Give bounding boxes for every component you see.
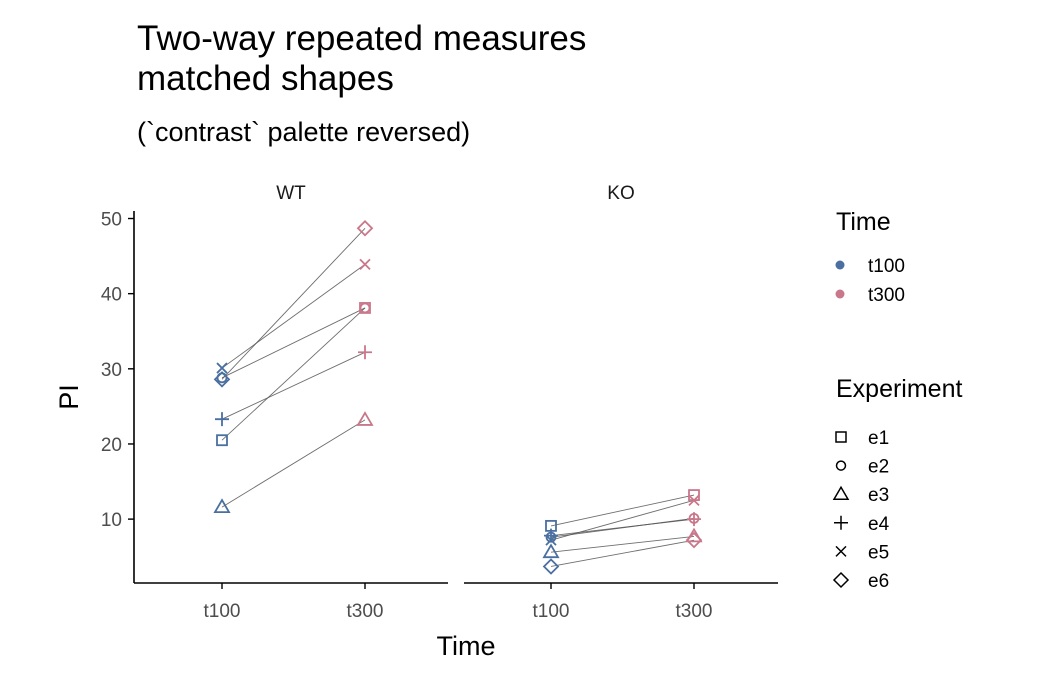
point-wt-e1-t100 [216,434,228,447]
legend-key-experiment-e2 [835,460,847,471]
legend-key-time-t100 [835,260,845,270]
y-axis: 10 20 30 40 50 [101,210,135,583]
point-wt-e6-t100 [213,371,231,388]
legend-label-experiment-e1: e1 [868,428,889,449]
x-tick-label-ko-t100: t100 [533,601,570,622]
legend-key-experiment-e6 [832,571,850,589]
connector-line-ko-e3 [550,535,695,553]
connector-line-wt-e5 [221,263,366,369]
y-tick-label-40: 40 [101,285,122,306]
legend-key-experiment-e5 [835,545,847,557]
legend-key-experiment-e3 [832,485,850,500]
legend-label-experiment-e6: e6 [868,571,889,592]
point-wt-e4-t100 [215,412,229,427]
y-tick-label-20: 20 [101,435,122,456]
point-wt-e6-t300 [356,220,374,237]
point-ko-e4-t300 [687,512,701,527]
panels-layer: t100 t300 t100 t300 [134,220,778,622]
x-tick-label-wt-t300: t300 [347,601,384,622]
y-axis-title: PI [54,384,84,410]
connector-line-wt-e4 [221,351,366,420]
connector-line-ko-e4 [550,518,695,537]
y-tick-label-50: 50 [101,210,122,231]
legend: Time Experiment t100 t300 e1 e2 e3 e4 e5 e6 [832,208,962,592]
connector-line-wt-e3 [221,419,366,508]
legend-key-experiment-e1 [835,431,847,443]
point-wt-e4-t300 [358,345,372,360]
connector-line-wt-e2 [221,307,366,379]
y-tick-label-10: 10 [101,510,122,531]
x-tick-label-ko-t300: t300 [676,601,713,622]
connector-line-wt-e6 [221,227,366,380]
panel-ko: t100 t300 [464,489,778,622]
point-ko-e6-t100 [542,558,560,575]
legend-label-experiment-e2: e2 [868,457,889,478]
point-wt-e3-t300 [356,411,374,426]
x-tick-label-wt-t100: t100 [204,601,241,622]
point-wt-e5-t300 [359,258,371,270]
legend-label-experiment-e3: e3 [868,485,889,506]
chart-title-line2: matched shapes [137,59,394,98]
point-wt-e5-t100 [216,362,228,374]
panel-wt: t100 t300 [134,220,448,622]
point-ko-e3-t100 [542,543,560,559]
chart-subtitle: (`contrast` palette reversed) [137,117,470,147]
legend-label-experiment-e5: e5 [868,542,889,563]
y-tick-label-30: 30 [101,360,122,381]
legend-key-time-t300 [835,289,845,299]
legend-title-time: Time [836,208,891,236]
x-axis-title: Time [437,631,496,661]
point-wt-e3-t100 [213,498,231,513]
connector-line-ko-e6 [550,539,695,567]
point-wt-e2-t300 [359,302,371,314]
legend-title-experiment: Experiment [836,375,962,403]
point-ko-e5-t300 [688,494,700,506]
panel-strip-ko: KO [607,183,634,204]
connector-line-ko-e1 [550,494,695,527]
connector-line-ko-e5 [550,499,695,541]
point-ko-e5-t100 [545,534,557,546]
legend-key-experiment-e4 [834,515,848,530]
legend-label-time-t300: t300 [868,285,905,306]
legend-label-time-t100: t100 [868,256,905,277]
legend-label-experiment-e4: e4 [868,514,890,535]
point-ko-e6-t300 [685,531,703,549]
connector-line-wt-e1 [221,307,366,441]
panel-strip-wt: WT [276,183,306,204]
chart-title-line1: Two-way repeated measures [137,19,586,58]
